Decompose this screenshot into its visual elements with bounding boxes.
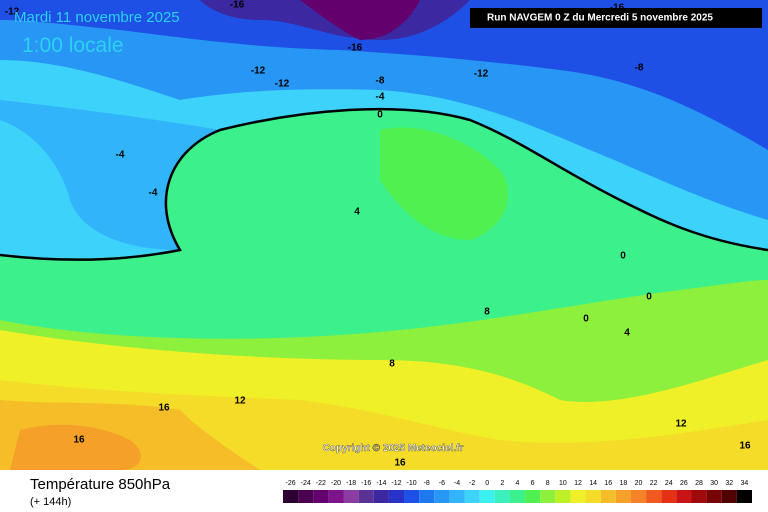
colorbar-swatch [509,490,526,503]
colorbar-swatch [555,490,571,503]
map-fields [0,0,768,470]
run-info: Run NAVGEM 0 Z du Mercredi 5 novembre 20… [487,13,713,24]
colorbar-swatch [570,490,586,503]
colorbar-label: 6 [531,480,535,487]
colorbar-swatch [585,490,601,503]
colorbar-label: -20 [331,480,341,487]
colorbar-swatch [479,490,495,503]
contour-label: 0 [620,251,626,262]
contour-labels: -12-16-16-16-12-12-8-40-12-8-4-448812161… [5,0,751,469]
contour-label: 16 [73,435,85,446]
colorbar-swatch [404,490,420,503]
contour-label: 12 [675,419,687,430]
copyright: Copyright © 2025 Meteociel.fr [323,443,464,454]
colorbar-swatch [630,490,647,503]
colorbar-swatch [313,490,329,503]
contour-label: 0 [583,314,589,325]
colorbar-swatch [661,490,677,503]
colorbar-label: 2 [500,480,504,487]
colorbar-label: -22 [316,480,326,487]
colorbar-swatch [706,490,722,503]
colorbar-label: -16 [361,480,371,487]
colorbar-label: -26 [286,480,296,487]
colorbar-label: 8 [546,480,550,487]
contour-label: 0 [377,110,383,121]
colorbar-label: 32 [725,480,733,487]
colorbar-swatch [328,490,344,503]
colorbar-label: 22 [650,480,658,487]
contour-label: 12 [234,396,246,407]
colorbar-label: 16 [604,480,612,487]
contour-label: -4 [116,150,125,161]
colorbar-swatch [358,490,374,503]
colorbar-label: 10 [559,480,567,487]
contour-label: 4 [624,328,630,339]
contour-label: -4 [149,188,158,199]
contour-label: -4 [376,92,385,103]
contour-label: -8 [376,76,385,87]
colorbar-swatch [600,490,616,503]
contour-label: -12 [5,7,20,18]
colorbar-swatch [388,490,405,503]
colorbar-label: 26 [680,480,688,487]
contour-label: -12 [474,69,489,80]
date: Mardi 11 novembre 2025 [14,9,180,26]
colorbar-label: -18 [346,480,356,487]
colorbar-label: 30 [710,480,718,487]
colorbar-swatch [646,490,662,503]
lead-time: (+ 144h) [30,496,71,508]
contour-label: -16 [230,0,245,11]
colorbar-label: -4 [454,480,460,487]
contour-label: 16 [158,403,170,414]
colorbar-swatch [494,490,510,503]
contour-label: -8 [635,63,644,74]
colorbar-swatch [283,490,299,503]
colorbar-swatch [736,490,752,503]
colorbar-swatch [615,490,631,503]
colorbar-label: -8 [424,480,430,487]
contour-label: -12 [251,66,266,77]
colorbar-swatch [525,490,541,503]
contour-label: 8 [484,307,490,318]
colorbar-label: 18 [620,480,628,487]
contour-label: 16 [394,458,406,469]
colorbar-label: -24 [301,480,311,487]
colorbar-swatch [721,490,737,503]
colorbar-swatch [449,490,465,503]
contour-label: -16 [348,43,363,54]
colorbar-swatch [434,490,450,503]
colorbar-swatch [373,490,389,503]
colorbar-swatch [691,490,707,503]
colorbar-label: -14 [376,480,386,487]
colorbar-label: -12 [391,480,401,487]
colorbar-swatch [676,490,692,503]
contour-label: 16 [739,441,751,452]
colorbar-label: 24 [665,480,673,487]
colorbar-label: -2 [469,480,475,487]
colorbar-label: 0 [485,480,489,487]
time: 1:00 locale [22,34,124,57]
colorbar-label: 14 [589,480,597,487]
footer-title: Température 850hPa [30,476,171,493]
colorbar-swatch [419,490,435,503]
colorbar-label: 12 [574,480,582,487]
colorbar-swatch [464,490,480,503]
colorbar-label: 28 [695,480,703,487]
colorbar-label: 20 [635,480,643,487]
colorbar-swatch [540,490,556,503]
colorbar-label: 34 [741,480,749,487]
colorbar-label: -10 [407,480,417,487]
colorbar-label: -6 [439,480,445,487]
colorbar: -26 -24 -22 -20 -18 -16 -14 -12 -10 -8 -6 -4 -2 0 2 4 6 8… [283,480,752,503]
contour-label: 4 [354,207,360,218]
colorbar-swatch [343,490,359,503]
contour-label: -12 [275,79,290,90]
contour-label: 8 [389,359,395,370]
colorbar-label: 4 [516,480,520,487]
run-banner [470,8,762,28]
contour-label: 0 [646,292,652,303]
colorbar-swatch [298,490,314,503]
